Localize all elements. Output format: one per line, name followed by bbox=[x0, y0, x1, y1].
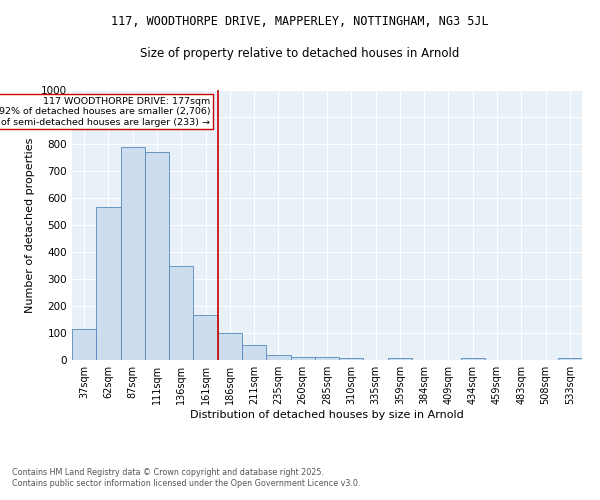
Bar bbox=[388, 358, 412, 360]
Bar bbox=[193, 316, 218, 360]
Bar bbox=[218, 333, 242, 360]
X-axis label: Distribution of detached houses by size in Arnold: Distribution of detached houses by size … bbox=[190, 410, 464, 420]
Text: Contains HM Land Registry data © Crown copyright and database right 2025.
Contai: Contains HM Land Registry data © Crown c… bbox=[12, 468, 361, 487]
Bar bbox=[558, 358, 582, 360]
Bar bbox=[242, 345, 266, 360]
Text: Size of property relative to detached houses in Arnold: Size of property relative to detached ho… bbox=[140, 48, 460, 60]
Bar bbox=[315, 358, 339, 360]
Bar bbox=[461, 358, 485, 360]
Bar bbox=[121, 146, 145, 360]
Y-axis label: Number of detached properties: Number of detached properties bbox=[25, 138, 35, 312]
Bar bbox=[96, 208, 121, 360]
Bar bbox=[72, 329, 96, 360]
Bar bbox=[145, 152, 169, 360]
Bar bbox=[339, 358, 364, 360]
Bar bbox=[266, 354, 290, 360]
Bar bbox=[169, 266, 193, 360]
Bar bbox=[290, 357, 315, 360]
Text: 117, WOODTHORPE DRIVE, MAPPERLEY, NOTTINGHAM, NG3 5JL: 117, WOODTHORPE DRIVE, MAPPERLEY, NOTTIN… bbox=[111, 15, 489, 28]
Text: 117 WOODTHORPE DRIVE: 177sqm
← 92% of detached houses are smaller (2,706)
8% of : 117 WOODTHORPE DRIVE: 177sqm ← 92% of de… bbox=[0, 97, 211, 126]
